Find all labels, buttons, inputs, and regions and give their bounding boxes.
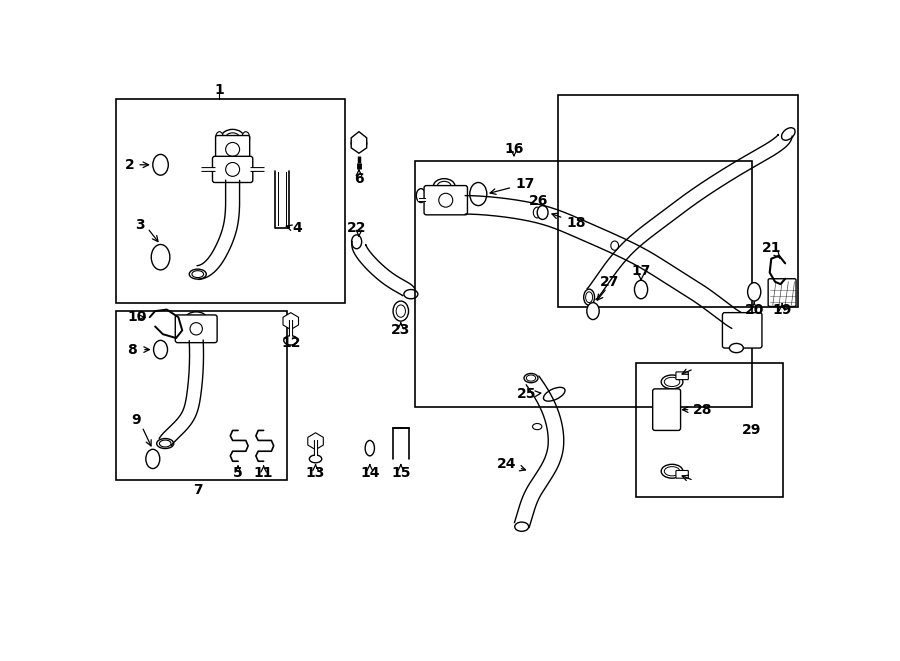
- Ellipse shape: [417, 188, 426, 202]
- Text: 27: 27: [600, 275, 620, 289]
- Ellipse shape: [732, 313, 749, 336]
- Ellipse shape: [216, 132, 223, 144]
- Text: 4: 4: [292, 221, 302, 235]
- Text: 11: 11: [254, 466, 274, 480]
- Text: 25: 25: [518, 387, 537, 401]
- Polygon shape: [283, 313, 299, 330]
- Ellipse shape: [221, 130, 244, 146]
- Ellipse shape: [284, 336, 298, 345]
- Ellipse shape: [242, 132, 249, 144]
- Ellipse shape: [153, 155, 168, 175]
- Text: 3: 3: [135, 218, 144, 232]
- Ellipse shape: [781, 128, 795, 140]
- Ellipse shape: [310, 455, 322, 463]
- Text: 20: 20: [744, 303, 764, 317]
- Text: 26: 26: [529, 194, 548, 208]
- Text: 7: 7: [194, 483, 203, 496]
- Text: 1: 1: [214, 83, 224, 97]
- Text: 2: 2: [125, 158, 148, 172]
- Ellipse shape: [748, 283, 760, 301]
- Ellipse shape: [524, 373, 538, 383]
- Ellipse shape: [351, 137, 366, 149]
- FancyBboxPatch shape: [769, 279, 796, 307]
- Text: 21: 21: [761, 241, 781, 258]
- Ellipse shape: [662, 375, 683, 389]
- Ellipse shape: [515, 522, 528, 531]
- Ellipse shape: [534, 207, 541, 218]
- Ellipse shape: [146, 449, 160, 469]
- Ellipse shape: [365, 440, 374, 456]
- Text: 29: 29: [742, 424, 761, 438]
- FancyBboxPatch shape: [212, 156, 253, 182]
- Text: 13: 13: [306, 466, 325, 480]
- Bar: [558, 95, 798, 307]
- Polygon shape: [351, 132, 366, 153]
- Text: 15: 15: [391, 466, 410, 480]
- Ellipse shape: [154, 340, 167, 359]
- Text: 8: 8: [127, 342, 137, 356]
- Text: 17: 17: [491, 177, 535, 194]
- Ellipse shape: [611, 241, 618, 251]
- Ellipse shape: [634, 280, 648, 299]
- Ellipse shape: [470, 182, 487, 206]
- Ellipse shape: [404, 290, 418, 299]
- Bar: [116, 99, 345, 303]
- Text: 5: 5: [233, 466, 243, 480]
- FancyBboxPatch shape: [652, 389, 680, 430]
- Bar: [415, 161, 752, 407]
- Ellipse shape: [729, 344, 743, 353]
- FancyBboxPatch shape: [676, 471, 688, 478]
- FancyBboxPatch shape: [723, 313, 762, 348]
- Text: 9: 9: [130, 413, 140, 428]
- Ellipse shape: [587, 303, 599, 319]
- Polygon shape: [308, 433, 323, 449]
- Ellipse shape: [393, 301, 409, 321]
- Bar: [116, 311, 287, 481]
- Text: 24: 24: [497, 457, 526, 471]
- Ellipse shape: [533, 424, 542, 430]
- Ellipse shape: [189, 269, 206, 279]
- Bar: [635, 363, 783, 498]
- FancyBboxPatch shape: [424, 186, 467, 215]
- Text: 23: 23: [392, 323, 410, 337]
- Text: 16: 16: [504, 141, 524, 155]
- FancyBboxPatch shape: [176, 315, 217, 342]
- Text: 22: 22: [346, 221, 366, 235]
- Ellipse shape: [434, 178, 455, 194]
- Text: 17: 17: [632, 264, 651, 278]
- Ellipse shape: [544, 387, 565, 401]
- Ellipse shape: [151, 245, 170, 270]
- Ellipse shape: [662, 464, 683, 478]
- Text: 12: 12: [281, 336, 301, 350]
- Ellipse shape: [157, 438, 174, 449]
- Text: 10: 10: [128, 310, 147, 325]
- Ellipse shape: [537, 206, 548, 219]
- Text: 14: 14: [360, 466, 380, 480]
- Text: 18: 18: [552, 214, 586, 229]
- Ellipse shape: [584, 289, 595, 305]
- Text: 19: 19: [772, 303, 792, 317]
- Text: 28: 28: [682, 403, 713, 416]
- Text: 6: 6: [354, 172, 364, 186]
- Ellipse shape: [185, 312, 207, 326]
- FancyBboxPatch shape: [216, 136, 249, 160]
- Ellipse shape: [352, 235, 362, 249]
- FancyBboxPatch shape: [676, 372, 688, 379]
